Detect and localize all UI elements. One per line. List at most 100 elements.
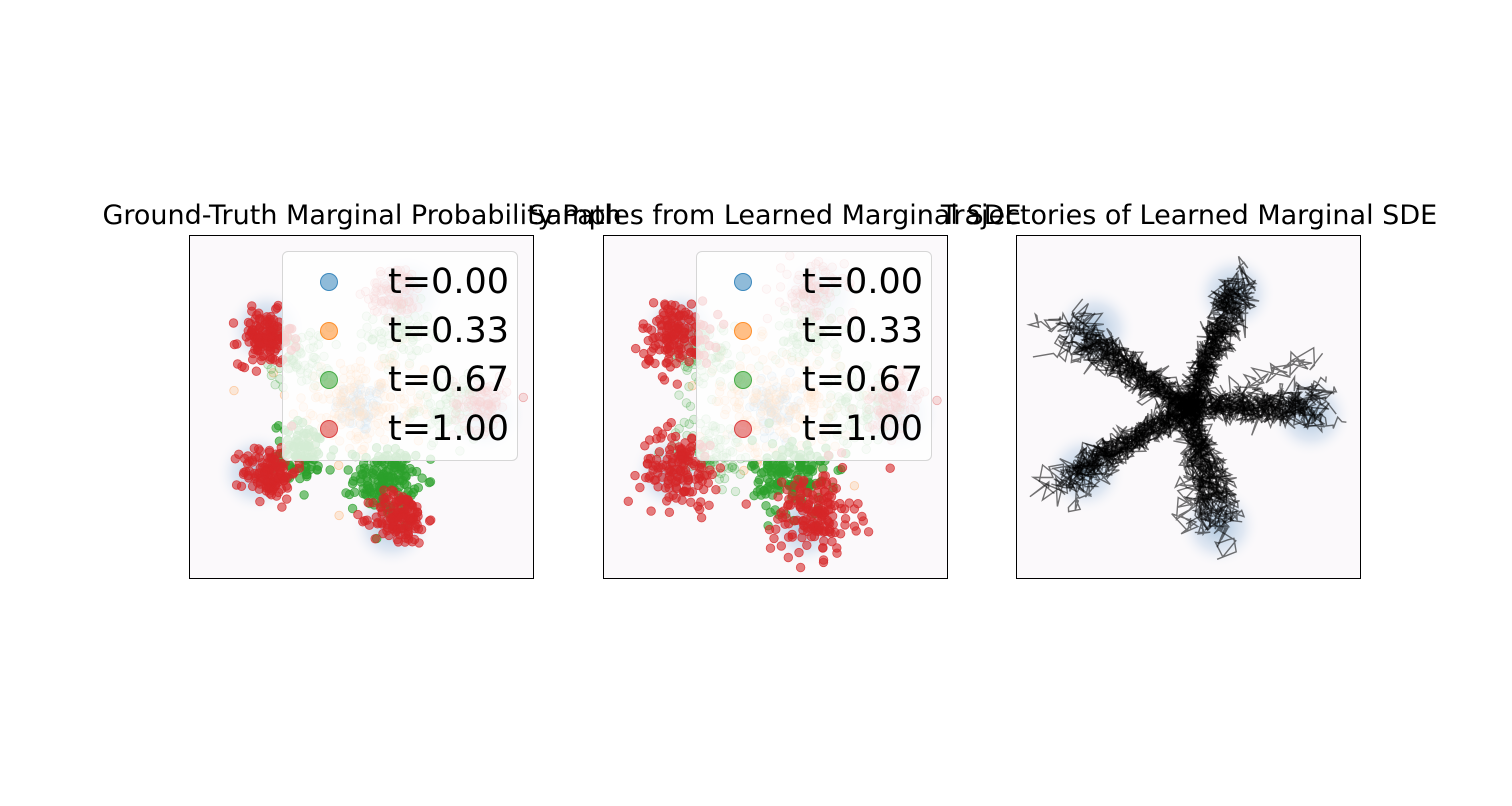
scatter-point xyxy=(623,496,634,507)
legend-label: t=0.67 xyxy=(802,360,923,400)
scatter-point xyxy=(378,528,388,539)
scatter-point xyxy=(768,459,778,470)
scatter-point xyxy=(835,529,846,539)
legend-marker-t067 xyxy=(320,371,338,389)
legend: t=0.00 t=0.33 t=0.67 t=1.00 xyxy=(282,251,518,461)
scatter-point xyxy=(630,470,640,481)
scatter-point xyxy=(302,469,312,480)
scatter-point xyxy=(795,562,806,573)
scatter-point xyxy=(835,498,845,509)
scatter-point xyxy=(684,487,695,497)
scatter-point xyxy=(635,482,645,493)
scatter-point xyxy=(266,364,276,374)
scatter-point xyxy=(823,499,833,509)
legend-entry: t=0.67 xyxy=(283,358,517,402)
scatter-point xyxy=(262,458,273,468)
legend-marker-t067 xyxy=(734,371,752,389)
scatter-point xyxy=(783,552,794,563)
scatter-point xyxy=(244,337,254,347)
scatter-point xyxy=(642,458,653,469)
scatter-point xyxy=(243,317,254,328)
scatter-point xyxy=(802,526,813,537)
scatter-point xyxy=(349,487,360,497)
legend-entry: t=1.00 xyxy=(283,407,517,451)
scatter-point xyxy=(648,298,659,308)
scatter-point xyxy=(832,543,842,553)
scatter-point xyxy=(682,365,692,376)
scatter-point xyxy=(425,515,436,525)
scatter-point xyxy=(682,455,692,466)
scatter-point xyxy=(759,467,769,477)
scatter-point xyxy=(821,479,832,490)
scatter-point xyxy=(653,463,663,473)
scatter-point xyxy=(711,484,721,495)
scatter-point xyxy=(270,473,280,483)
scatter-point xyxy=(371,466,382,476)
scatter-point xyxy=(719,473,730,484)
scatter-point xyxy=(281,494,292,504)
scatter-point xyxy=(730,486,741,497)
scatter-point xyxy=(783,467,793,477)
scatter-point xyxy=(735,469,746,479)
scatter-point xyxy=(787,532,798,542)
scatter-point xyxy=(268,368,279,378)
scatter-point xyxy=(334,510,344,521)
scatter-point xyxy=(260,315,270,325)
scatter-point xyxy=(400,533,411,543)
scatter-point xyxy=(849,481,860,491)
scatter-point xyxy=(705,465,715,475)
scatter-point xyxy=(863,527,874,537)
scatter-point xyxy=(353,509,363,520)
legend-entry: t=0.00 xyxy=(697,260,931,304)
scatter-point xyxy=(741,499,751,509)
scatter-point xyxy=(817,511,827,522)
scatter-point xyxy=(782,484,792,495)
scatter-point xyxy=(381,466,391,477)
scatter-point xyxy=(764,524,775,535)
scatter-point xyxy=(650,340,661,351)
scatter-point xyxy=(358,489,368,499)
scatter-point xyxy=(851,526,861,536)
legend-marker-t0 xyxy=(320,273,338,291)
scatter-point xyxy=(667,432,677,443)
legend: t=0.00 t=0.33 t=0.67 t=1.00 xyxy=(696,251,932,461)
scatter-point xyxy=(674,423,684,434)
legend-label: t=0.33 xyxy=(802,311,923,351)
scatter-point xyxy=(653,482,663,492)
scatter-point xyxy=(818,555,829,565)
scatter-point xyxy=(675,466,686,477)
scatter-point xyxy=(355,464,366,475)
scatter-point xyxy=(269,346,280,356)
scatter-point xyxy=(393,537,404,547)
axes-frame xyxy=(189,235,534,579)
legend-entry: t=0.00 xyxy=(283,260,517,304)
scatter-point xyxy=(343,465,353,475)
scatter-point xyxy=(241,466,251,477)
scatter-point xyxy=(806,511,816,522)
scatter-point xyxy=(377,509,387,519)
legend-label: t=0.00 xyxy=(802,262,923,302)
scatter-point xyxy=(820,526,831,537)
scatter-point xyxy=(234,449,244,460)
scatter-point xyxy=(333,460,344,471)
scatter-point xyxy=(229,385,239,396)
trajectory-plot-learned-sde xyxy=(1016,235,1361,579)
scatter-point xyxy=(254,323,264,334)
scatter-point xyxy=(727,462,738,473)
scatter-point xyxy=(261,329,272,340)
scatter-point xyxy=(253,332,264,343)
scatter-point xyxy=(672,323,682,333)
scatter-point xyxy=(663,344,673,354)
scatter-point xyxy=(394,495,405,506)
scatter-point xyxy=(670,477,681,487)
scatter-point xyxy=(714,474,725,484)
scatter-point xyxy=(251,366,262,376)
scatter-point xyxy=(663,304,673,314)
legend-entry: t=1.00 xyxy=(697,407,931,451)
scatter-point xyxy=(396,523,407,533)
scatter-point xyxy=(679,336,690,347)
scatter-point xyxy=(652,316,662,326)
legend-marker-t1 xyxy=(320,420,338,438)
scatter-plot-learned-sde: t=0.00 t=0.33 t=0.67 t=1.00 xyxy=(603,235,948,579)
scatter-point xyxy=(844,498,855,508)
